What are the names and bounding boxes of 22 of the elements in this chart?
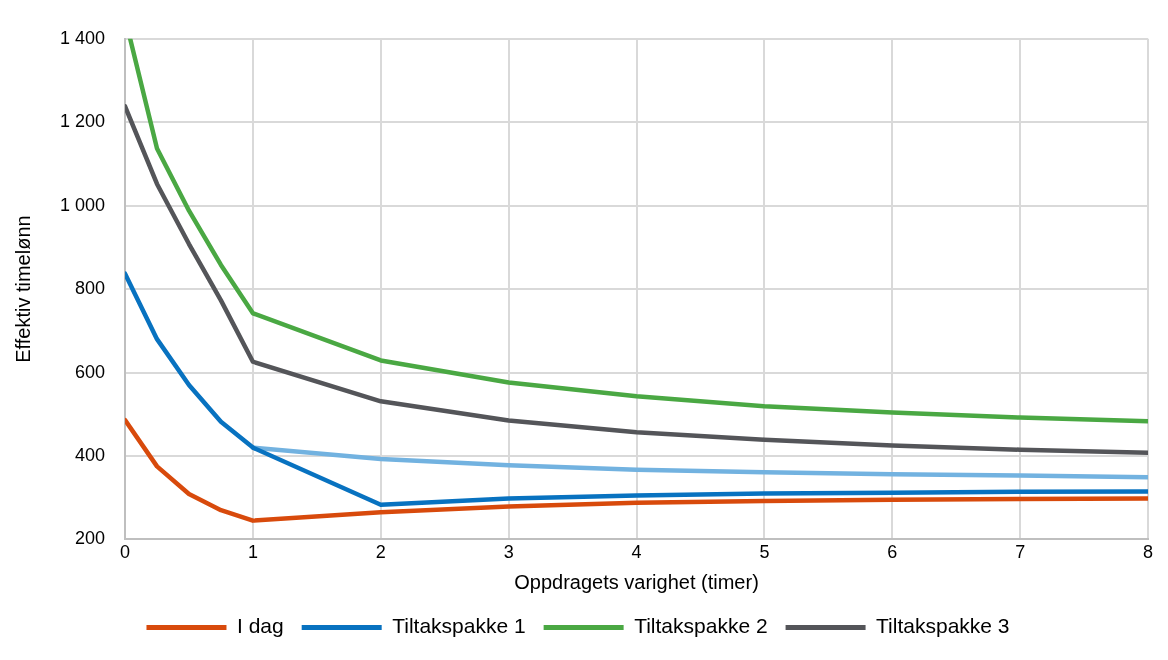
y-tick-label: 800 — [75, 278, 106, 299]
x-tick-label: 1 — [247, 542, 258, 563]
y-tick-label: 1 400 — [60, 27, 106, 48]
x-tick-label: 8 — [1142, 542, 1154, 563]
y-tick-label: 200 — [75, 528, 106, 549]
legend-label: I dag — [236, 614, 284, 638]
y-tick-label: 600 — [75, 361, 106, 382]
y-axis-title: Effektiv timelønn — [11, 215, 34, 363]
x-tick-label: 6 — [887, 542, 898, 563]
x-tick-label: 2 — [375, 542, 386, 563]
x-tick-label: 7 — [1015, 542, 1026, 563]
legend-label: Tiltakspakke 1 — [392, 614, 526, 638]
x-tick-label: 0 — [120, 542, 131, 563]
legend-label: Tiltakspakke 2 — [634, 614, 768, 638]
x-tick-label: 5 — [759, 542, 770, 563]
y-tick-label: 1 000 — [60, 194, 106, 215]
x-axis-title: Oppdragets varighet (timer) — [514, 570, 759, 593]
x-tick-label: 4 — [631, 542, 642, 563]
legend-label: Tiltakspakke 3 — [876, 614, 1010, 638]
x-tick-label: 3 — [503, 542, 514, 563]
y-tick-label: 1 200 — [60, 111, 106, 132]
y-tick-label: 400 — [75, 444, 106, 465]
